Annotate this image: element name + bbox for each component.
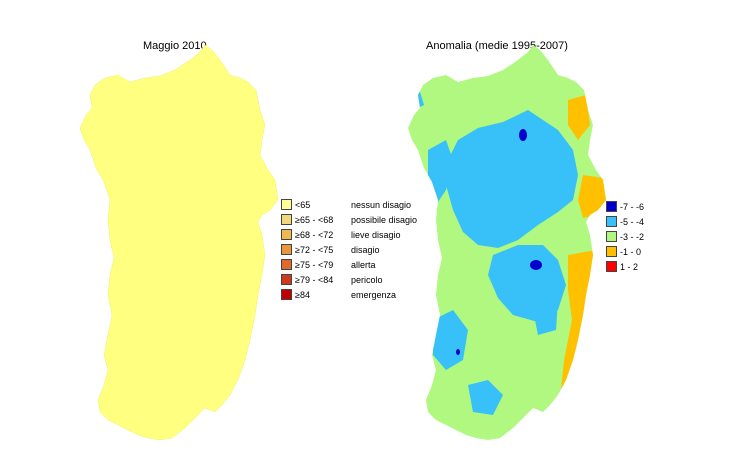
legend-range: <65 xyxy=(295,199,311,210)
anomaly-zone-minus4 xyxy=(446,110,578,248)
legend-label: possibile disagio xyxy=(351,214,418,225)
legend-label: -3 - -2 xyxy=(620,231,645,242)
legend-range: ≥72 - <75 xyxy=(295,244,334,255)
legend-swatch xyxy=(281,229,292,240)
legend-range: ≥65 - <68 xyxy=(295,214,334,225)
legend-swatch xyxy=(606,201,617,212)
left-island-fill xyxy=(79,44,279,441)
legend-label: disagio xyxy=(351,244,380,255)
legend-label: 1 - 2 xyxy=(620,261,639,272)
legend-swatch xyxy=(281,259,292,270)
anomaly-zone-minus4 xyxy=(433,310,468,370)
legend-swatch xyxy=(606,261,617,272)
legend-label: -7 - -6 xyxy=(620,201,645,212)
legend-label: emergenza xyxy=(351,289,397,300)
legend-swatch xyxy=(281,289,292,300)
anomaly-zone-0 xyxy=(578,175,606,218)
legend-row: ≥79 - <84 pericolo xyxy=(281,273,383,286)
anomaly-zone-0 xyxy=(568,95,590,140)
anomaly-zone-minus6 xyxy=(530,260,542,270)
left-islet xyxy=(93,91,97,95)
legend-label: -1 - 0 xyxy=(620,246,642,257)
legend-row: -5 - -4 xyxy=(606,215,644,228)
legend-row: ≥72 - <75 disagio xyxy=(281,243,380,256)
legend-row: -3 - -2 xyxy=(606,230,644,243)
legend-row: -7 - -6 xyxy=(606,200,644,213)
left-islet xyxy=(100,406,104,410)
anomaly-zone-minus4 xyxy=(533,290,558,335)
right-sardinia-map xyxy=(408,45,606,440)
anomaly-zone-0 xyxy=(560,250,596,400)
legend-range: ≥79 - <84 xyxy=(295,274,334,285)
legend-label: pericolo xyxy=(351,274,383,285)
legend-range: ≥68 - <72 xyxy=(295,229,334,240)
legend-row: ≥68 - <72 lieve disagio xyxy=(281,228,401,241)
legend-swatch xyxy=(606,231,617,242)
anomaly-zone-minus6 xyxy=(456,349,460,355)
legend-label: -5 - -4 xyxy=(620,216,645,227)
legend-row: 1 - 2 xyxy=(606,260,638,273)
anomaly-zone-minus4 xyxy=(428,140,453,205)
legend-label: allerta xyxy=(351,259,376,270)
legend-label: nessun disagio xyxy=(351,199,412,210)
anomaly-zone-minus6 xyxy=(519,129,527,141)
legend-swatch xyxy=(281,214,292,225)
legend-row: ≥75 - <79 allerta xyxy=(281,258,376,271)
legend-row: ≥65 - <68 possibile disagio xyxy=(281,213,417,226)
legend-swatch xyxy=(606,216,617,227)
legend-range: ≥75 - <79 xyxy=(295,259,334,270)
legend-label: lieve disagio xyxy=(351,229,401,240)
legend-swatch xyxy=(281,199,292,210)
legend-row: -1 - 0 xyxy=(606,245,641,258)
left-map-title: Maggio 2010 xyxy=(143,40,207,52)
legend-row: ≥84 emergenza xyxy=(281,288,396,301)
left-sardinia-map xyxy=(79,44,279,441)
anomaly-zone-minus4 xyxy=(468,380,503,415)
legend-swatch xyxy=(281,274,292,285)
legend-swatch xyxy=(281,244,292,255)
legend-row: <65 nessun disagio xyxy=(281,198,411,211)
legend-swatch xyxy=(606,246,617,257)
legend-range: ≥84 xyxy=(295,289,310,300)
